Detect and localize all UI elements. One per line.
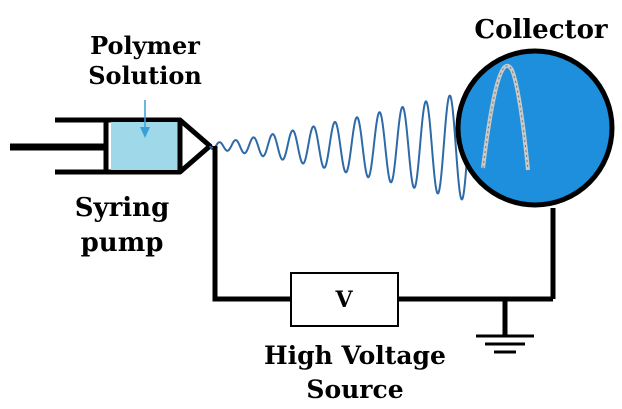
syringe-pump-label-line1: Syring [75,193,170,223]
voltage-source-symbol: V [334,287,353,313]
syringe-needle [180,120,210,172]
ground-icon [476,336,534,352]
polymer-jet [210,90,480,200]
collector-label: Collector [474,15,608,45]
syringe-pump-label-line2: pump [81,228,164,258]
polymer-solution-label-line1: Polymer [90,31,200,60]
wire-left [215,146,291,299]
collector [458,51,612,205]
collector-disk [458,51,612,205]
high-voltage-label-line1: High Voltage [264,341,446,370]
polymer-solution-label-line2: Solution [88,61,202,90]
syringe [10,100,210,172]
high-voltage-label-line2: Source [306,375,403,404]
